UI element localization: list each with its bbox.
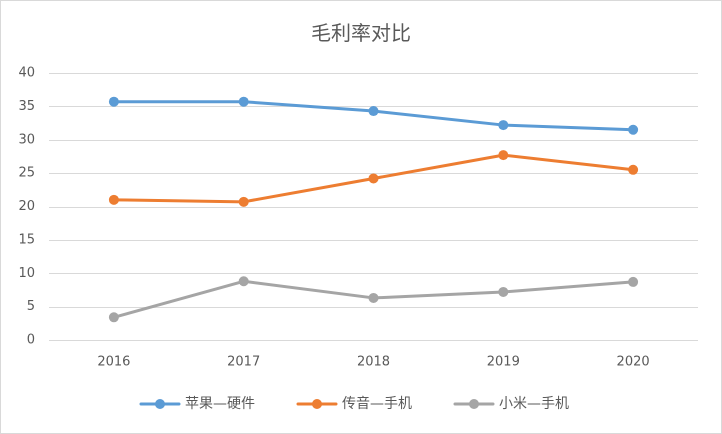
y-axis: 0 5 10 15 20 25 30 35 40: [18, 66, 35, 348]
chart-title: 毛利率对比: [311, 21, 411, 45]
series-0: [108, 96, 639, 135]
x-axis: 2016 2017 2018 2019 2020: [97, 355, 649, 370]
y-tick-label: 5: [27, 299, 35, 314]
data-point: [498, 120, 509, 131]
y-tick-label: 30: [18, 132, 35, 147]
data-point: [238, 276, 249, 287]
x-tick-label: 2020: [617, 355, 650, 370]
data-point: [368, 292, 379, 303]
x-tick-label: 2019: [487, 355, 520, 370]
y-tick-label: 10: [18, 266, 35, 281]
data-point: [368, 106, 379, 117]
data-point: [498, 150, 509, 161]
legend-marker: [139, 399, 181, 409]
y-tick-label: 20: [18, 199, 35, 214]
y-tick-label: 15: [18, 232, 35, 247]
x-tick-label: 2018: [357, 355, 390, 370]
legend-item: 苹果—硬件: [139, 396, 255, 412]
data-point: [368, 173, 379, 184]
y-tick-label: 0: [27, 333, 35, 348]
series-2: [108, 276, 639, 323]
data-point: [108, 194, 119, 205]
data-point: [108, 312, 119, 323]
legend-label: 苹果—硬件: [185, 396, 255, 412]
legend: 苹果—硬件 传音—手机 小米—手机: [139, 395, 569, 412]
legend-marker: [296, 399, 338, 409]
data-point: [628, 276, 639, 287]
data-point: [628, 124, 639, 135]
series-group: [108, 96, 639, 323]
series-1: [108, 150, 639, 207]
legend-marker-dot: [469, 399, 479, 409]
data-point: [498, 286, 509, 297]
legend-marker-dot: [155, 399, 165, 409]
x-tick-label: 2016: [97, 355, 130, 370]
y-tick-label: 35: [18, 99, 35, 114]
legend-label: 传音—手机: [342, 395, 412, 412]
y-tick-label: 40: [18, 66, 35, 81]
legend-item: 传音—手机: [296, 395, 412, 412]
x-tick-label: 2017: [227, 355, 260, 370]
data-point: [108, 96, 119, 107]
legend-label: 小米—手机: [499, 396, 569, 412]
data-point: [238, 96, 249, 107]
legend-marker-dot: [312, 399, 322, 409]
data-point: [238, 196, 249, 207]
legend-item: 小米—手机: [453, 396, 569, 412]
data-point: [628, 164, 639, 175]
y-tick-label: 25: [18, 166, 35, 181]
legend-marker: [453, 399, 495, 409]
